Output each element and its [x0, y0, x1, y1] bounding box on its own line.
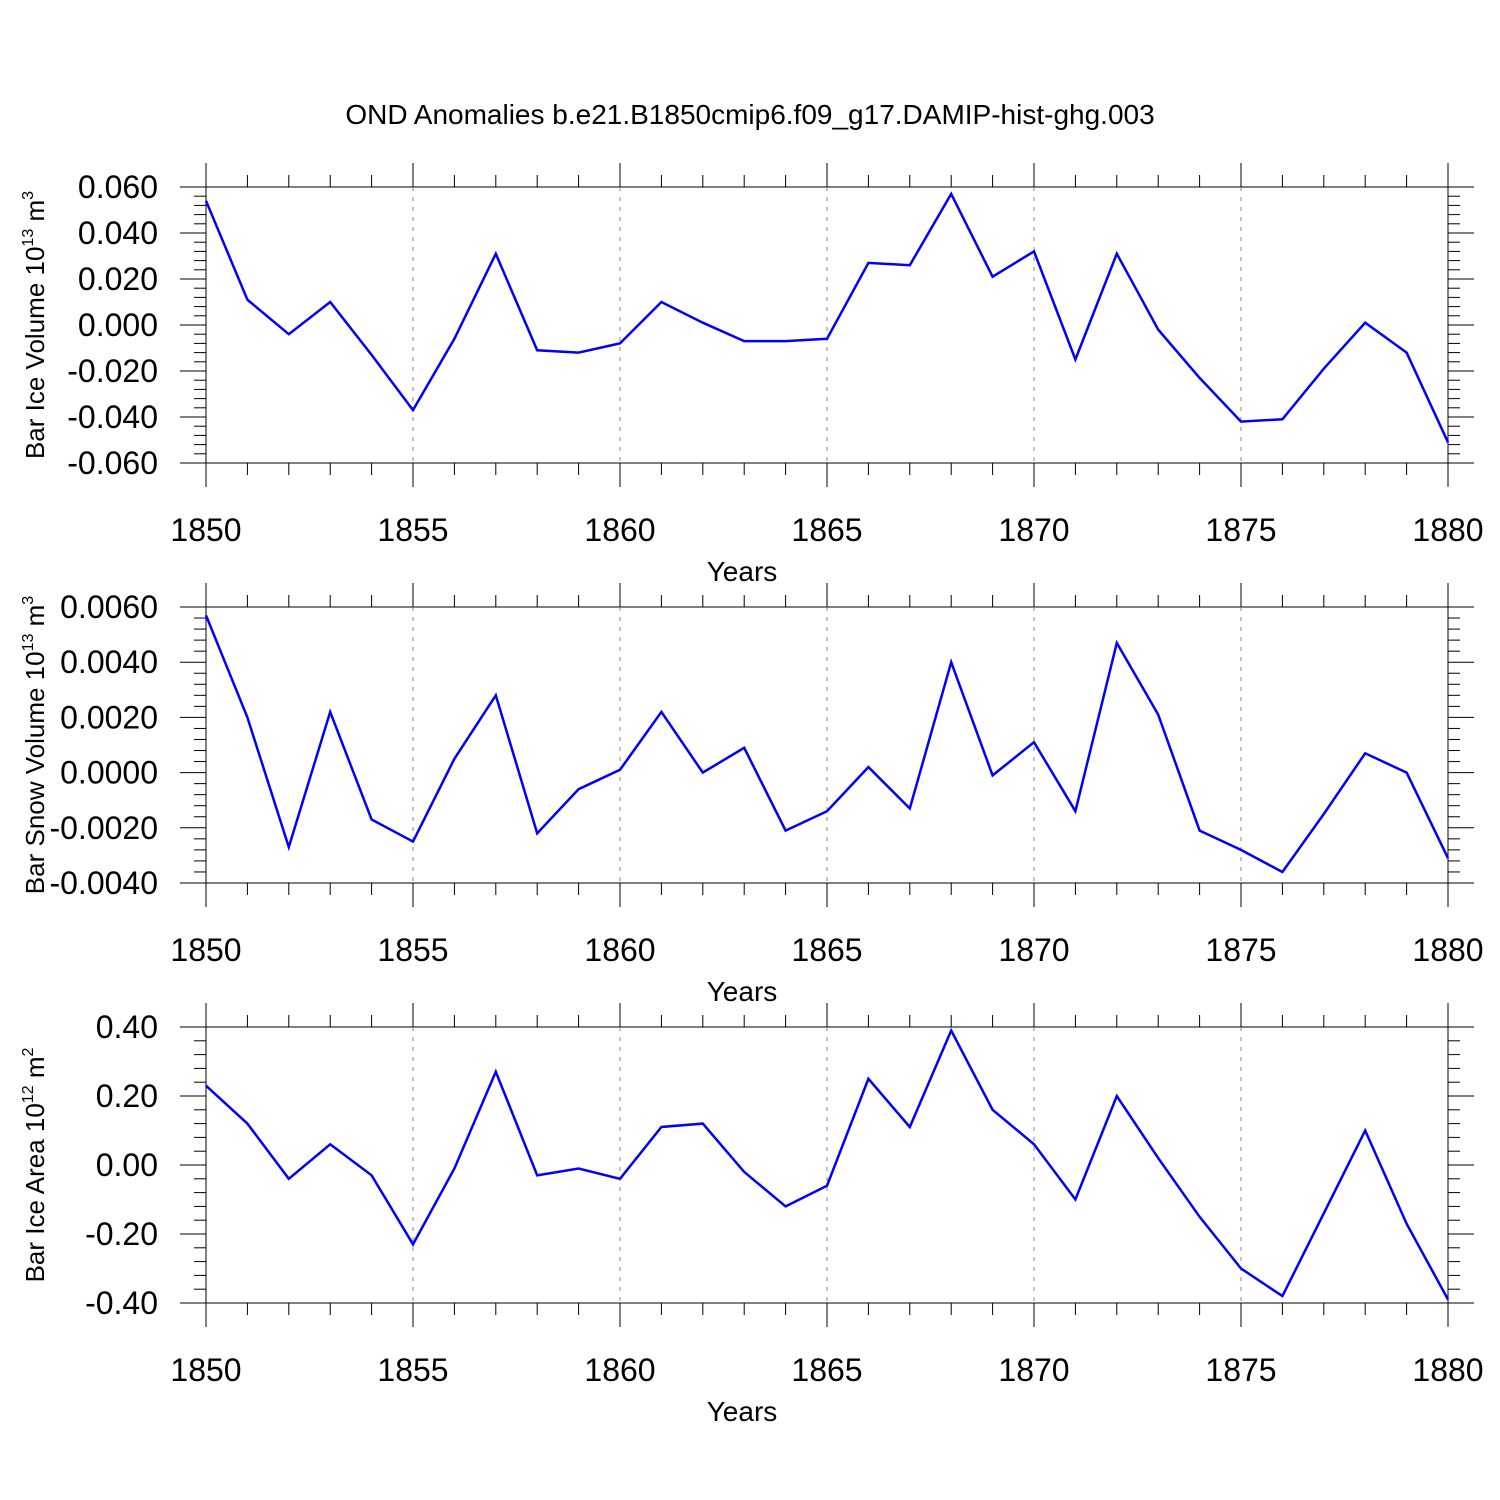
x-tick-label: 1860 — [584, 1352, 655, 1388]
x-tick-label: 1850 — [170, 512, 241, 548]
series-line — [205, 1027, 1450, 1301]
y-axis-label: Bar Ice Area 1012 m2 — [20, 1047, 50, 1282]
y-tick-label: -0.0040 — [49, 865, 158, 901]
x-tick-label: 1850 — [170, 1352, 241, 1388]
panel-3: 1850 1855 1860 1865 1870 1875 1880 Years 0.40 0.2… — [20, 1003, 1484, 1427]
y-axis-label: Bar Snow Volume 1013 m3 — [20, 596, 50, 895]
y-tick-label: 0.0040 — [60, 644, 158, 680]
series-line — [204, 614, 1450, 874]
x-tick-label: 1865 — [791, 932, 862, 968]
x-tick-label: 1880 — [1412, 512, 1483, 548]
x-tick-label: 1870 — [998, 1352, 1069, 1388]
x-tick-label: 1875 — [1205, 932, 1276, 968]
x-axis-label: Years — [707, 556, 778, 587]
y-tick-label: -0.40 — [85, 1285, 158, 1321]
y-tick-label: 0.0000 — [60, 755, 158, 791]
x-tick-label: 1865 — [791, 1352, 862, 1388]
y-tick-label: 0.00 — [96, 1147, 158, 1183]
y-tick-label: -0.020 — [67, 353, 158, 389]
y-tick-label: 0.000 — [78, 307, 158, 343]
x-axis-label: Years — [707, 1396, 778, 1427]
panel-1: 1850 1855 1860 1865 1870 1875 1880 Years 0.060 0.… — [20, 163, 1484, 587]
y-axis-label: Bar Ice Volume 1013 m3 — [20, 191, 50, 459]
series-line — [204, 191, 1450, 443]
panel-2: 1850 1855 1860 1865 1870 1875 1880 Years 0.0060 0… — [20, 583, 1484, 1007]
x-tick-label: 1880 — [1412, 1352, 1483, 1388]
x-tick-label: 1875 — [1205, 512, 1276, 548]
x-tick-label: 1855 — [377, 512, 448, 548]
y-tick-label: -0.040 — [67, 399, 158, 435]
x-tick-label: 1870 — [998, 512, 1069, 548]
x-tick-label: 1855 — [377, 932, 448, 968]
panels: 1850 1855 1860 1865 1870 1875 1880 Years 0.060 0.… — [20, 163, 1484, 1427]
y-tick-label: 0.060 — [78, 169, 158, 205]
y-tick-label: -0.060 — [67, 445, 158, 481]
y-tick-label: -0.0020 — [49, 810, 158, 846]
x-tick-label: 1870 — [998, 932, 1069, 968]
x-tick-label: 1850 — [170, 932, 241, 968]
x-tick-label: 1860 — [584, 512, 655, 548]
y-tick-label: 0.020 — [78, 261, 158, 297]
x-axis-label: Years — [707, 976, 778, 1007]
y-tick-label: 0.20 — [96, 1078, 158, 1114]
x-tick-label: 1860 — [584, 932, 655, 968]
y-tick-label: 0.040 — [78, 215, 158, 251]
x-tick-label: 1875 — [1205, 1352, 1276, 1388]
x-tick-label: 1865 — [791, 512, 862, 548]
y-tick-label: 0.0060 — [60, 589, 158, 625]
y-tick-label: 0.40 — [96, 1009, 158, 1045]
x-tick-label: 1880 — [1412, 932, 1483, 968]
y-tick-label: 0.0020 — [60, 699, 158, 735]
y-tick-label: -0.20 — [85, 1216, 158, 1252]
chart-title: OND Anomalies b.e21.B1850cmip6.f09_g17.D… — [345, 99, 1154, 130]
x-tick-label: 1855 — [377, 1352, 448, 1388]
